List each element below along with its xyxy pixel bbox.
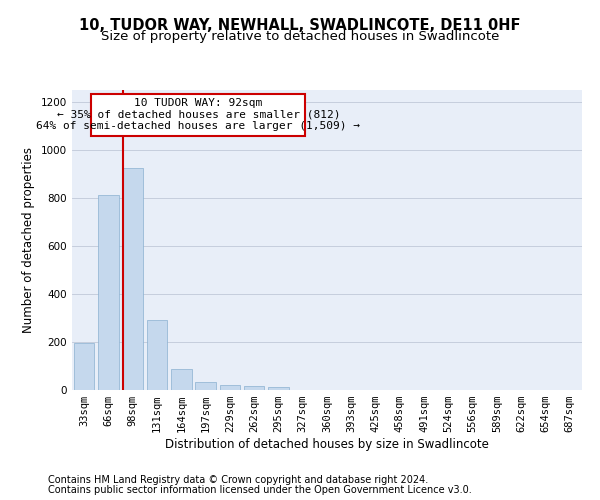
Text: 10, TUDOR WAY, NEWHALL, SWADLINCOTE, DE11 0HF: 10, TUDOR WAY, NEWHALL, SWADLINCOTE, DE1… [79,18,521,32]
Bar [195,382,216,390]
Bar [244,386,265,390]
Text: Contains public sector information licensed under the Open Government Licence v3: Contains public sector information licen… [48,485,472,495]
X-axis label: Distribution of detached houses by size in Swadlincote: Distribution of detached houses by size … [165,438,489,451]
Bar [220,385,240,390]
Bar [98,195,119,390]
Text: 10 TUDOR WAY: 92sqm: 10 TUDOR WAY: 92sqm [134,98,262,108]
FancyBboxPatch shape [91,94,305,136]
Y-axis label: Number of detached properties: Number of detached properties [22,147,35,333]
Text: Contains HM Land Registry data © Crown copyright and database right 2024.: Contains HM Land Registry data © Crown c… [48,475,428,485]
Bar [122,168,143,390]
Bar [171,369,191,390]
Bar [268,387,289,390]
Text: Size of property relative to detached houses in Swadlincote: Size of property relative to detached ho… [101,30,499,43]
Bar [74,343,94,390]
Text: ← 35% of detached houses are smaller (812): ← 35% of detached houses are smaller (81… [56,110,340,120]
Bar [146,320,167,390]
Text: 64% of semi-detached houses are larger (1,509) →: 64% of semi-detached houses are larger (… [36,122,360,132]
